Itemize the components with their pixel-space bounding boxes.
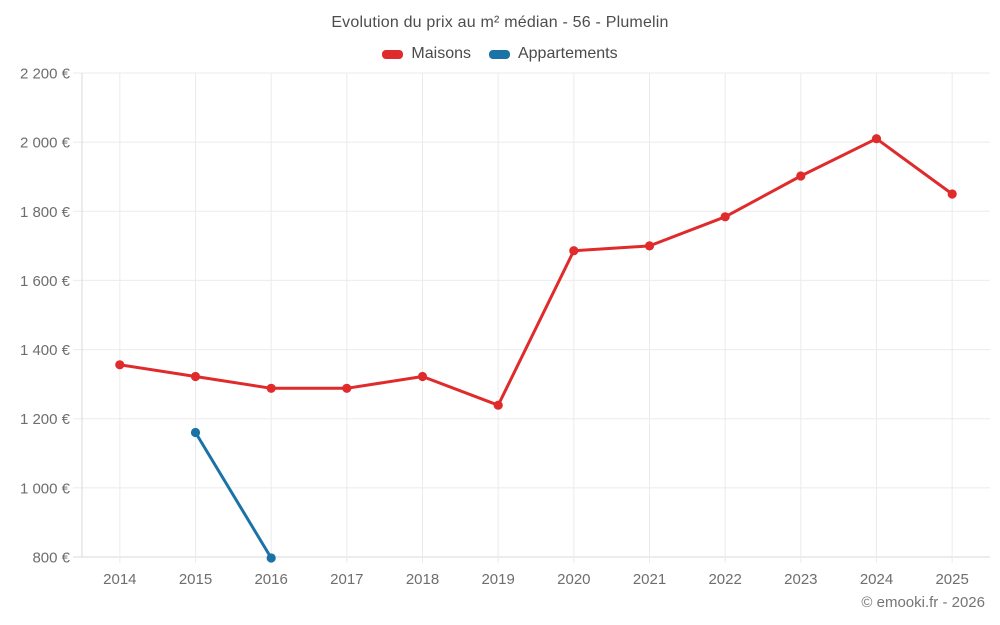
data-point-maisons-2022[interactable]: [720, 212, 730, 222]
legend-item-maisons[interactable]: Maisons: [382, 45, 471, 63]
appartements-legend-swatch-icon: [488, 49, 510, 59]
series-line-appartements: [194, 431, 273, 560]
data-point-appartements-2015[interactable]: [190, 427, 201, 438]
y-tick-label-800: 800 €: [32, 550, 70, 567]
chart-title: Evolution du prix au m² médian - 56 - Pl…: [331, 14, 669, 31]
x-tick-label-2025: 2025: [935, 571, 968, 588]
copyright: © emooki.fr - 2026: [861, 594, 985, 611]
maisons-legend-swatch-icon: [382, 49, 404, 59]
data-point-maisons-2014[interactable]: [115, 360, 125, 370]
y-tick-label-1200: 1 200 €: [20, 411, 71, 428]
data-point-maisons-2024[interactable]: [871, 134, 882, 144]
y-tick-label-1400: 1 400 €: [20, 342, 71, 359]
appartements-legend-label: Appartements: [517, 45, 618, 62]
x-tick-label-2016: 2016: [254, 571, 287, 588]
y-tick-label-2200: 2 200 €: [20, 66, 71, 83]
data-point-appartements-2016[interactable]: [266, 553, 276, 563]
data-point-maisons-2025[interactable]: [947, 189, 957, 199]
data-point-maisons-2015[interactable]: [190, 371, 201, 382]
x-tick-label-2019: 2019: [481, 571, 514, 588]
series-line-maisons: [118, 137, 954, 407]
legend-item-appartements[interactable]: Appartements: [488, 45, 618, 63]
data-point-maisons-2023[interactable]: [796, 171, 806, 181]
x-tick-label-2022: 2022: [708, 571, 741, 588]
data-point-maisons-2016[interactable]: [266, 383, 276, 393]
data-point-maisons-2021[interactable]: [644, 241, 655, 251]
x-tick-label-2018: 2018: [406, 571, 439, 588]
x-tick-label-2014: 2014: [103, 571, 136, 588]
y-tick-label-1600: 1 600 €: [20, 273, 71, 290]
x-tick-label-2020: 2020: [557, 571, 590, 588]
y-tick-label-2000: 2 000 €: [20, 135, 71, 152]
x-tick-label-2015: 2015: [179, 571, 212, 588]
y-tick-label-1800: 1 800 €: [20, 204, 71, 221]
maisons-legend-label: Maisons: [411, 45, 471, 62]
x-tick-label-2021: 2021: [633, 571, 666, 588]
data-point-maisons-2019[interactable]: [493, 400, 503, 410]
data-point-maisons-2018[interactable]: [417, 371, 428, 382]
data-point-maisons-2020[interactable]: [569, 246, 579, 256]
x-tick-label-2023: 2023: [784, 571, 817, 588]
chart-legend: Maisons Appartements: [0, 45, 1000, 63]
x-tick-label-2024: 2024: [860, 571, 893, 588]
data-point-maisons-2017[interactable]: [342, 383, 352, 393]
x-tick-label-2017: 2017: [330, 571, 363, 588]
y-tick-label-1000: 1 000 €: [20, 480, 71, 497]
